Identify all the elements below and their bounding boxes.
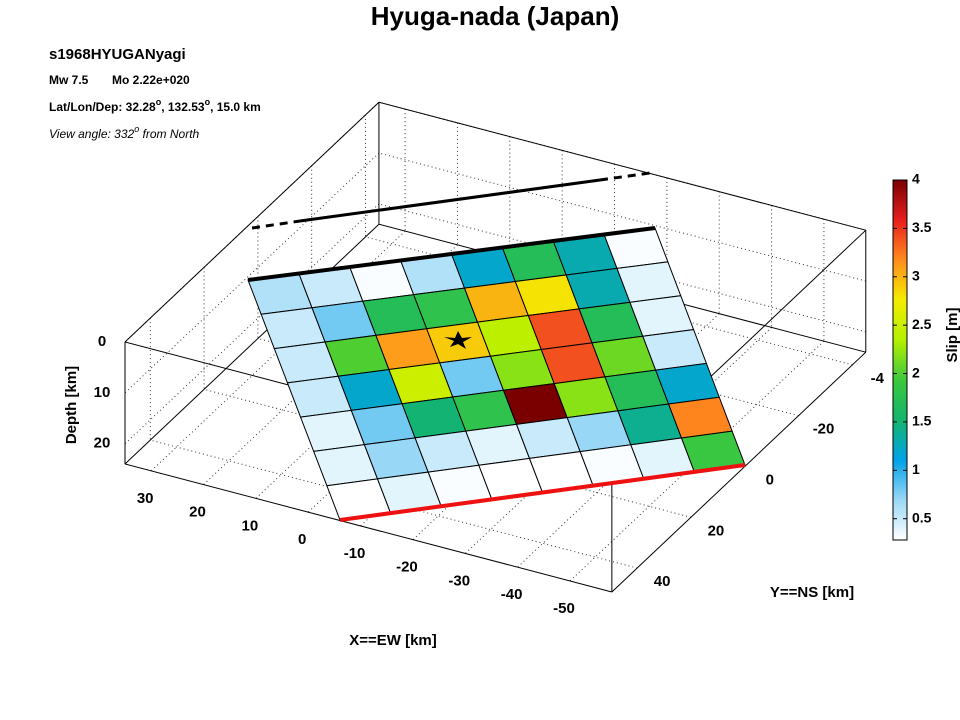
text-part: View angle: 332 <box>49 127 135 141</box>
box-edge <box>124 223 380 465</box>
fault-plane <box>247 227 746 521</box>
text-part: Lat/Lon/Dep: 32.28 <box>49 100 156 114</box>
surface-trace <box>251 171 651 230</box>
colorbar-tick-label: 1.5 <box>912 413 932 429</box>
view-angle: View angle: 332o from North <box>49 124 200 141</box>
colorbar-tick-label: 1 <box>912 461 920 477</box>
subtitle: s1968HYUGANyagi <box>49 46 186 63</box>
text-part: o <box>134 124 139 134</box>
y-tick-label: -20 <box>813 421 835 438</box>
y-tick-label: 40 <box>654 573 671 590</box>
colorbar <box>892 179 908 541</box>
colorbar-tick-label: 3.5 <box>912 219 932 235</box>
x-tick-label: -50 <box>553 600 575 617</box>
text-part: from North <box>139 127 199 141</box>
y-tick-label: 0 <box>766 471 774 488</box>
x-tick-label: 20 <box>189 504 206 521</box>
z-axis-label: Depth [km] <box>63 366 80 444</box>
text-part: o <box>205 97 211 107</box>
colorbar-ticks: 0.5 1 1.5 2 2.5 3 3.5 4 <box>893 171 932 525</box>
x-tick-label: -20 <box>396 559 418 576</box>
trace-dashed <box>251 219 301 230</box>
box-edge <box>378 101 866 231</box>
text-part: o <box>156 97 162 107</box>
text-part: , 132.53 <box>161 100 205 114</box>
box-edge <box>124 101 380 343</box>
z-tick-label: 0 <box>98 333 106 350</box>
colorbar-label: Slip [m] <box>944 307 960 362</box>
trace-dashed <box>599 171 651 182</box>
hypocenter-star <box>444 331 472 349</box>
x-axis-label: X==EW [km] <box>349 632 437 649</box>
x-tick-label: -30 <box>448 572 470 589</box>
colorbar-tick-label: 2 <box>912 364 920 380</box>
y-axis-label: Y==NS [km] <box>770 584 854 601</box>
x-tick-label: 30 <box>137 490 154 507</box>
box-edge <box>611 351 867 593</box>
colorbar-tick-label: 0.5 <box>912 509 932 525</box>
x-tick-label: 0 <box>298 531 306 548</box>
z-tick-label: 20 <box>94 435 111 452</box>
trace-solid <box>299 178 601 223</box>
z-tick-label: 10 <box>94 384 111 401</box>
y-tick-label: -4 <box>871 370 885 387</box>
y-tick-label: 20 <box>708 522 725 539</box>
fault-bottom-edge <box>339 463 746 522</box>
location: Lat/Lon/Dep: 32.28o, 132.53o, 15.0 km <box>49 97 261 114</box>
colorbar-tick-label: 3 <box>912 267 920 283</box>
text-part: , 15.0 km <box>210 100 261 114</box>
x-tick-label: -40 <box>501 586 523 603</box>
colorbar-tick-label: 2.5 <box>912 316 932 332</box>
x-tick-label: 10 <box>242 517 259 534</box>
moment: Mo 2.22e+020 <box>112 73 190 87</box>
magnitude: Mw 7.5 <box>49 73 89 87</box>
chart-title: Hyuga-nada (Japan) <box>371 1 620 31</box>
grid <box>124 101 866 582</box>
x-tick-label: -10 <box>344 545 366 562</box>
colorbar-tick-label: 4 <box>912 171 920 187</box>
fault-top-edge <box>247 226 656 282</box>
box-edge <box>124 463 612 593</box>
